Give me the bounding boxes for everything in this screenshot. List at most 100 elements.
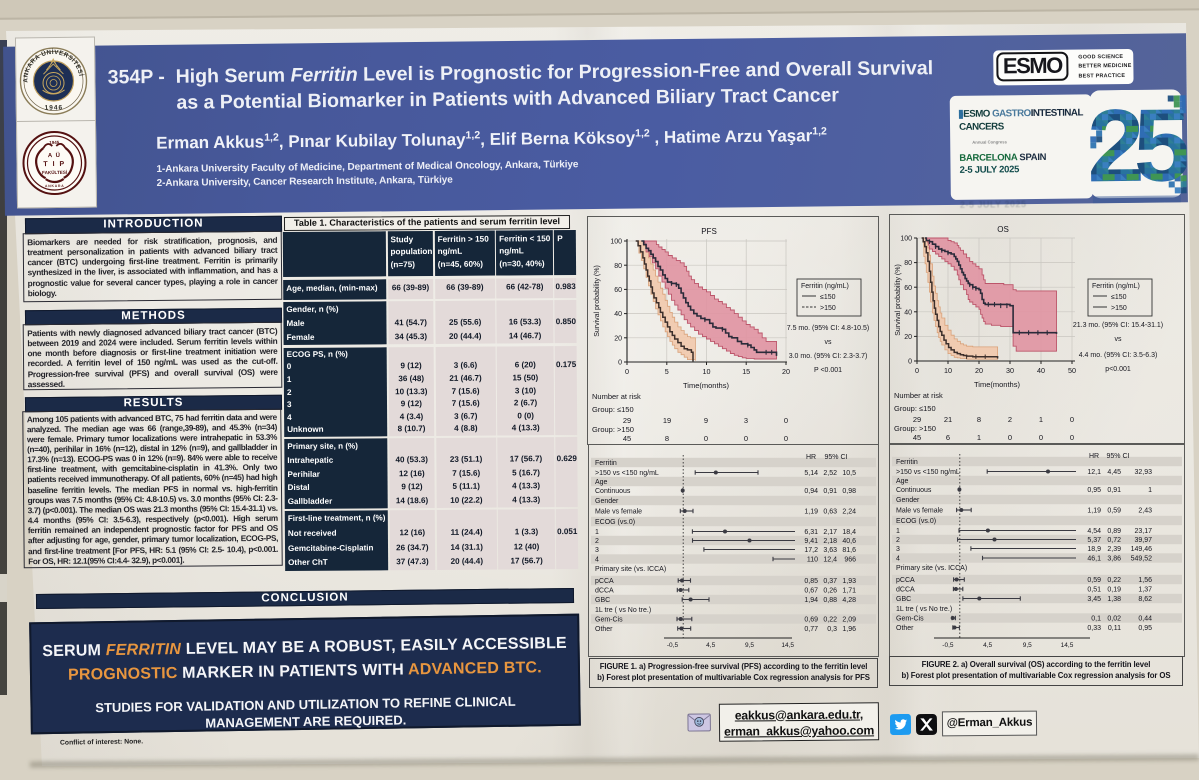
svg-text:9,5: 9,5 xyxy=(745,642,754,649)
svg-text:25: 25 xyxy=(1090,89,1187,203)
svg-text:10: 10 xyxy=(944,366,952,375)
svg-text:0,22: 0,22 xyxy=(823,616,837,623)
svg-text:≤150: ≤150 xyxy=(1111,294,1127,301)
svg-text:pCCA: pCCA xyxy=(595,578,614,585)
svg-text:GBC: GBC xyxy=(595,597,610,604)
svg-text:0,33: 0,33 xyxy=(1087,625,1101,632)
svg-text:23,17: 23,17 xyxy=(1134,528,1152,535)
svg-text:5,37: 5,37 xyxy=(1087,537,1101,544)
svg-text:100: 100 xyxy=(610,238,622,245)
svg-text:1,19: 1,19 xyxy=(1087,508,1101,515)
svg-text:P <0.001: P <0.001 xyxy=(814,367,842,374)
svg-text:21: 21 xyxy=(944,415,952,424)
svg-text:29: 29 xyxy=(623,416,631,425)
svg-text:0,94: 0,94 xyxy=(804,488,818,495)
svg-text:149,46: 149,46 xyxy=(1131,546,1153,553)
svg-text:2: 2 xyxy=(896,537,900,544)
svg-text:ECOG (vs.0): ECOG (vs.0) xyxy=(595,519,635,526)
svg-text:0,22: 0,22 xyxy=(1107,577,1121,584)
svg-text:Number at risk: Number at risk xyxy=(592,392,641,401)
svg-text:Time(months): Time(months) xyxy=(683,381,729,390)
svg-text:-0,5: -0,5 xyxy=(667,642,679,649)
svg-text:Age: Age xyxy=(896,478,909,485)
svg-text:8: 8 xyxy=(977,415,981,424)
svg-text:15: 15 xyxy=(742,367,750,376)
svg-text:Male vs female: Male vs female xyxy=(896,508,943,515)
svg-text:2,43: 2,43 xyxy=(1138,508,1152,515)
svg-text:Male vs female: Male vs female xyxy=(595,508,642,515)
svg-text:vs: vs xyxy=(1115,336,1123,343)
svg-text:0,91: 0,91 xyxy=(823,488,837,495)
svg-text:Ferritin: Ferritin xyxy=(595,460,617,467)
svg-text:1: 1 xyxy=(977,433,981,442)
svg-text:Group: >150: Group: >150 xyxy=(592,425,634,434)
svg-text:1,38: 1,38 xyxy=(1107,596,1121,603)
svg-text:0,3: 0,3 xyxy=(827,626,837,633)
svg-text:0,85: 0,85 xyxy=(804,578,818,585)
svg-text:29: 29 xyxy=(913,415,921,424)
svg-text:95% CI: 95% CI xyxy=(1107,453,1130,460)
svg-text:Group: ≤150: Group: ≤150 xyxy=(592,405,634,414)
svg-text:>150: >150 xyxy=(1111,305,1127,312)
svg-text:0: 0 xyxy=(704,434,708,443)
svg-text:9,41: 9,41 xyxy=(804,538,818,545)
svg-text:Ferritin: Ferritin xyxy=(896,459,918,466)
svg-text:GBC: GBC xyxy=(896,596,911,603)
svg-text:Number at risk: Number at risk xyxy=(894,391,943,400)
svg-text:0: 0 xyxy=(784,434,788,443)
svg-text:Survival probability (%): Survival probability (%) xyxy=(594,265,601,337)
svg-text:Continuous: Continuous xyxy=(896,487,932,494)
svg-text:10,5: 10,5 xyxy=(842,470,856,477)
svg-text:2,24: 2,24 xyxy=(842,508,856,515)
svg-text:≤150: ≤150 xyxy=(820,294,836,301)
svg-text:0: 0 xyxy=(915,366,919,375)
svg-text:4: 4 xyxy=(896,556,900,563)
svg-text:100: 100 xyxy=(900,235,912,242)
svg-text:Time(months): Time(months) xyxy=(974,380,1020,389)
svg-text:3.0 mo. (95% CI: 2.3-3.7): 3.0 mo. (95% CI: 2.3-3.7) xyxy=(789,353,868,360)
svg-text:0: 0 xyxy=(784,416,788,425)
svg-text:0,88: 0,88 xyxy=(823,597,837,604)
svg-text:3,86: 3,86 xyxy=(1107,556,1121,563)
svg-text:Continuous: Continuous xyxy=(595,488,631,495)
svg-text:1: 1 xyxy=(595,529,599,536)
svg-text:3: 3 xyxy=(595,547,599,554)
svg-text:-0,5: -0,5 xyxy=(942,642,954,649)
svg-text:21.3 mo. (95% CI: 15.4-31.1): 21.3 mo. (95% CI: 15.4-31.1) xyxy=(1073,322,1163,329)
svg-text:Other: Other xyxy=(896,625,914,632)
svg-text:Ferritin (ng/mL): Ferritin (ng/mL) xyxy=(1092,283,1140,290)
svg-text:OS: OS xyxy=(997,225,1009,234)
svg-text:0,37: 0,37 xyxy=(823,578,837,585)
svg-text:0,19: 0,19 xyxy=(1107,587,1121,594)
svg-text:5,14: 5,14 xyxy=(804,470,818,477)
svg-text:14,5: 14,5 xyxy=(1061,642,1074,649)
svg-text:5: 5 xyxy=(665,367,669,376)
svg-text:Other: Other xyxy=(595,626,613,633)
svg-text:Gender: Gender xyxy=(595,498,619,505)
svg-text:1: 1 xyxy=(1148,487,1152,494)
svg-text:80: 80 xyxy=(614,262,622,269)
svg-text:0: 0 xyxy=(744,434,748,443)
svg-text:4,45: 4,45 xyxy=(1107,469,1121,476)
svg-text:9: 9 xyxy=(704,416,708,425)
svg-text:4: 4 xyxy=(595,556,599,563)
svg-text:14,5: 14,5 xyxy=(781,642,794,649)
svg-text:8,62: 8,62 xyxy=(1138,596,1152,603)
svg-text:0: 0 xyxy=(908,358,912,365)
svg-text:0,67: 0,67 xyxy=(804,587,818,594)
svg-text:Gem-Cis: Gem-Cis xyxy=(595,616,623,623)
svg-text:39,97: 39,97 xyxy=(1134,537,1152,544)
svg-text:12,4: 12,4 xyxy=(823,556,837,563)
svg-text:10: 10 xyxy=(703,367,711,376)
svg-text:12,1: 12,1 xyxy=(1087,469,1101,476)
svg-text:3,63: 3,63 xyxy=(823,547,837,554)
svg-text:0,11: 0,11 xyxy=(1108,625,1121,632)
svg-text:dCCA: dCCA xyxy=(595,587,614,594)
svg-text:8: 8 xyxy=(665,434,669,443)
svg-text:40: 40 xyxy=(614,311,622,318)
svg-text:0,69: 0,69 xyxy=(804,616,818,623)
svg-text:Primary site (vs. ICCA): Primary site (vs. ICCA) xyxy=(896,565,967,572)
svg-text:46,1: 46,1 xyxy=(1087,556,1101,563)
svg-text:2: 2 xyxy=(1008,415,1012,424)
svg-text:45: 45 xyxy=(913,433,921,442)
